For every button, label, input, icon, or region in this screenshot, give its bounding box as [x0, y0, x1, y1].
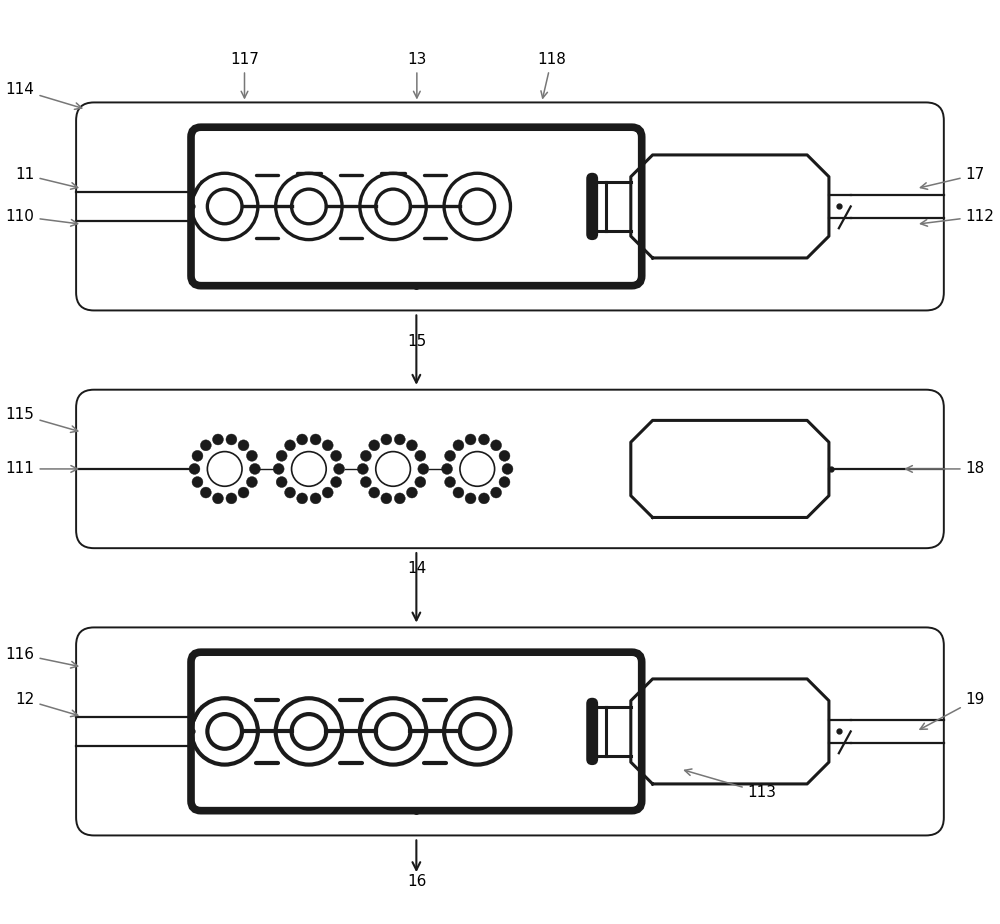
Text: 12: 12 — [15, 692, 78, 717]
Text: 16: 16 — [407, 874, 427, 890]
Circle shape — [418, 464, 429, 474]
Circle shape — [331, 450, 342, 461]
Circle shape — [226, 434, 237, 445]
Text: 14: 14 — [407, 562, 426, 577]
FancyBboxPatch shape — [191, 128, 642, 286]
Circle shape — [249, 464, 260, 474]
Circle shape — [310, 434, 321, 445]
Text: 19: 19 — [920, 692, 985, 729]
Text: 17: 17 — [920, 167, 985, 189]
Circle shape — [297, 434, 308, 445]
Circle shape — [276, 477, 287, 488]
Circle shape — [381, 434, 392, 445]
Circle shape — [406, 487, 417, 498]
Circle shape — [406, 440, 417, 451]
Circle shape — [491, 487, 502, 498]
Circle shape — [322, 440, 333, 451]
Circle shape — [394, 434, 405, 445]
Circle shape — [357, 464, 368, 474]
Circle shape — [189, 464, 200, 474]
Circle shape — [381, 492, 392, 504]
Text: 115: 115 — [6, 407, 78, 432]
FancyBboxPatch shape — [76, 390, 944, 548]
FancyBboxPatch shape — [586, 173, 598, 240]
Text: 114: 114 — [6, 82, 82, 109]
Circle shape — [276, 450, 287, 461]
Text: 116: 116 — [6, 647, 78, 668]
Circle shape — [445, 477, 456, 488]
Text: 111: 111 — [6, 461, 78, 477]
Text: 11: 11 — [15, 167, 78, 189]
Circle shape — [246, 477, 257, 488]
Circle shape — [192, 477, 203, 488]
Circle shape — [369, 440, 380, 451]
Circle shape — [499, 450, 510, 461]
Circle shape — [273, 464, 284, 474]
Circle shape — [453, 487, 464, 498]
Circle shape — [200, 440, 211, 451]
Text: 117: 117 — [230, 53, 259, 98]
Circle shape — [360, 450, 371, 461]
FancyBboxPatch shape — [586, 698, 598, 765]
Text: 15: 15 — [407, 334, 426, 348]
Circle shape — [502, 464, 513, 474]
Circle shape — [238, 440, 249, 451]
Circle shape — [226, 492, 237, 504]
Circle shape — [369, 487, 380, 498]
Circle shape — [415, 450, 426, 461]
Circle shape — [322, 487, 333, 498]
Circle shape — [285, 487, 295, 498]
Text: 13: 13 — [407, 53, 427, 98]
Circle shape — [445, 450, 456, 461]
Circle shape — [200, 487, 211, 498]
FancyBboxPatch shape — [76, 103, 944, 310]
Circle shape — [479, 434, 489, 445]
Circle shape — [310, 492, 321, 504]
FancyBboxPatch shape — [191, 652, 642, 810]
Circle shape — [331, 477, 342, 488]
Circle shape — [491, 440, 502, 451]
Circle shape — [360, 477, 371, 488]
Circle shape — [238, 487, 249, 498]
Circle shape — [213, 434, 223, 445]
Text: 18: 18 — [906, 461, 985, 477]
Text: 112: 112 — [921, 209, 994, 226]
Circle shape — [246, 450, 257, 461]
Text: 113: 113 — [685, 769, 777, 800]
Circle shape — [285, 440, 295, 451]
Circle shape — [499, 477, 510, 488]
Circle shape — [334, 464, 345, 474]
Circle shape — [479, 492, 489, 504]
Circle shape — [192, 450, 203, 461]
Circle shape — [465, 434, 476, 445]
FancyBboxPatch shape — [76, 627, 944, 835]
Circle shape — [213, 492, 223, 504]
Circle shape — [415, 477, 426, 488]
Text: 118: 118 — [537, 53, 566, 98]
Circle shape — [442, 464, 453, 474]
Circle shape — [453, 440, 464, 451]
Circle shape — [394, 492, 405, 504]
Text: 110: 110 — [6, 209, 78, 226]
Circle shape — [465, 492, 476, 504]
Circle shape — [297, 492, 308, 504]
